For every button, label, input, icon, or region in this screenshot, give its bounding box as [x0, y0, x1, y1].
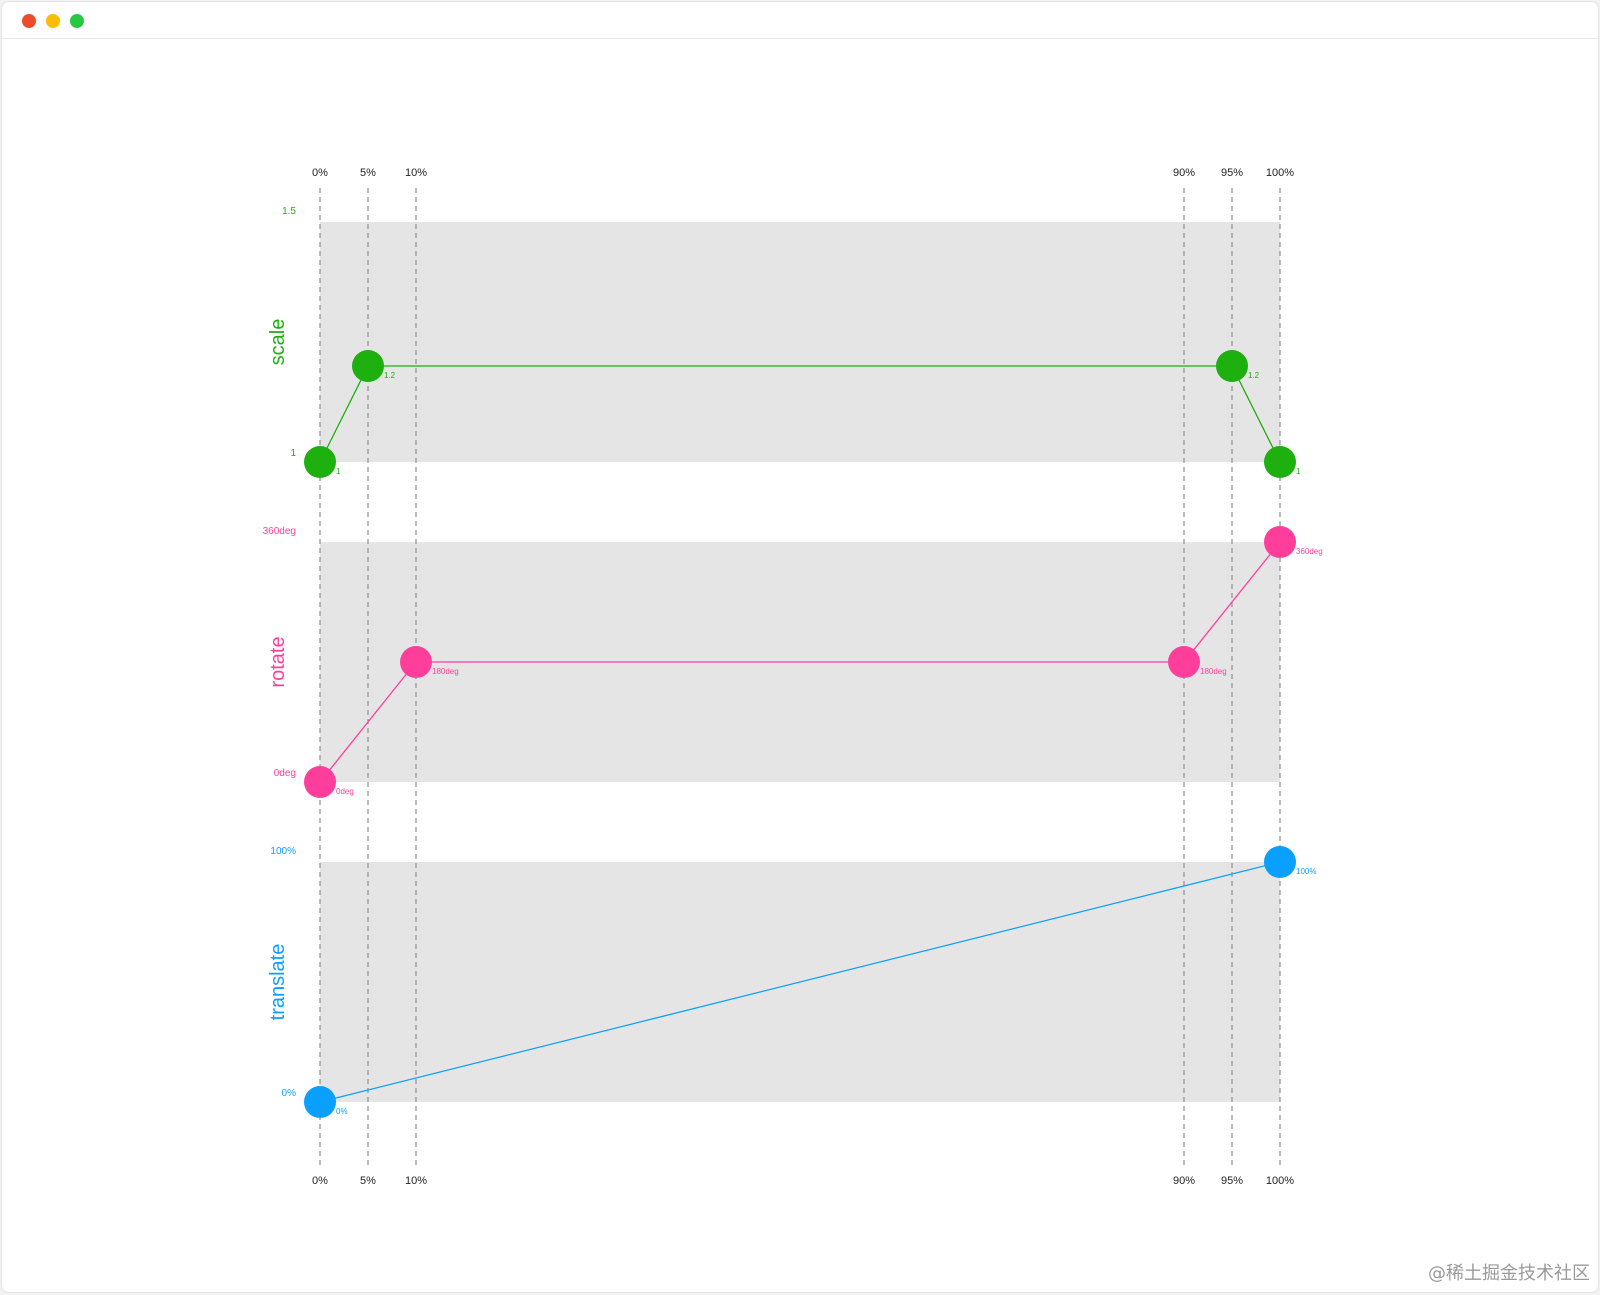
translate-curve — [319, 861, 1281, 1103]
translate-value-label: 0% — [336, 1107, 348, 1116]
scale-keyframe-point — [304, 446, 336, 478]
maximize-window-button[interactable] — [70, 14, 84, 28]
scale-value-label: 1 — [1296, 467, 1301, 476]
rotate-keyframe-point — [304, 766, 336, 798]
translate-value-label: 100% — [1296, 867, 1316, 876]
keyframe-label-bottom: 0% — [312, 1175, 328, 1187]
keyframe-label-top: 0% — [312, 167, 328, 179]
range-label-max: 100% — [270, 846, 296, 857]
keyframe-label-top: 100% — [1266, 167, 1294, 179]
rotate-value-label: 0deg — [336, 787, 354, 796]
keyframe-label-bottom: 95% — [1221, 1175, 1243, 1187]
scale-keyframe-point — [352, 350, 384, 382]
rotate-value-label: 360deg — [1296, 547, 1323, 556]
scale-value-label: 1 — [336, 467, 341, 476]
title-bar — [2, 2, 1598, 39]
keyframe-label-bottom: 5% — [360, 1175, 376, 1187]
series-name: rotate — [267, 636, 289, 687]
rotate-value-label: 180deg — [432, 667, 459, 676]
minimize-window-button[interactable] — [46, 14, 60, 28]
range-label-min: 0deg — [274, 768, 296, 779]
series-name: scale — [267, 319, 289, 366]
keyframe-label-bottom: 100% — [1266, 1175, 1294, 1187]
scale-curve — [319, 365, 1281, 463]
close-window-button[interactable] — [22, 14, 36, 28]
keyframe-label-bottom: 10% — [405, 1175, 427, 1187]
rotate-curve — [319, 541, 1281, 783]
watermark: @稀土掘金技术社区 — [1428, 1263, 1590, 1284]
translate-keyframe-point — [304, 1086, 336, 1118]
scale-value-label: 1.2 — [1248, 371, 1260, 380]
keyframe-label-top: 95% — [1221, 167, 1243, 179]
series-name: translate — [267, 944, 289, 1021]
rotate-value-label: 180deg — [1200, 667, 1227, 676]
keyframe-label-top: 5% — [360, 167, 376, 179]
keyframe-label-top: 90% — [1173, 167, 1195, 179]
range-label-max: 360deg — [263, 526, 296, 537]
range-label-max: 1.5 — [282, 206, 296, 217]
rotate-keyframe-point — [1168, 646, 1200, 678]
scale-keyframe-point — [1264, 446, 1296, 478]
band-scale — [320, 222, 1280, 462]
translate-keyframe-point — [1264, 846, 1296, 878]
keyframe-label-top: 10% — [405, 167, 427, 179]
rotate-keyframe-point — [1264, 526, 1296, 558]
scale-value-label: 1.2 — [384, 371, 396, 380]
scale-keyframe-point — [1216, 350, 1248, 382]
range-label-min: 1 — [290, 448, 296, 459]
keyframe-label-bottom: 90% — [1173, 1175, 1195, 1187]
range-label-min: 0% — [282, 1088, 297, 1099]
rotate-keyframe-point — [400, 646, 432, 678]
